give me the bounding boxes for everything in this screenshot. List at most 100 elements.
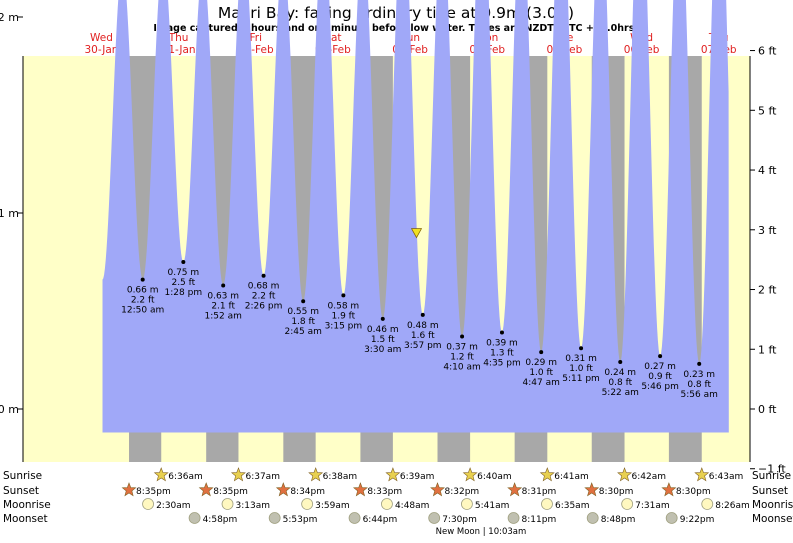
sunrise-icon — [462, 467, 478, 482]
row-label-sunrise: Sunrise — [3, 470, 42, 482]
moonrise-time: 8:26am — [715, 501, 750, 511]
moonset-icon — [188, 512, 201, 524]
sunrise-time: 6:40am — [477, 472, 512, 482]
low-tide-time: 1:52 am — [205, 312, 242, 322]
low-tide-time: 3:15 pm — [325, 321, 363, 331]
moonrise-time: 5:41am — [475, 501, 510, 511]
low-tide-time: 1:28 pm — [165, 288, 203, 298]
sunset-icon — [584, 482, 600, 497]
day-of-week: Wed — [90, 32, 113, 44]
moonset-time: 8:11pm — [522, 515, 557, 525]
y-tick-label-feet: 5 ft — [758, 104, 777, 117]
sunrise-icon — [694, 467, 710, 482]
sunset-time: 8:30pm — [676, 487, 711, 497]
day-date: 30-Jan — [84, 44, 118, 56]
day-of-week: Fri — [250, 32, 263, 44]
sunset-time: 8:35pm — [213, 487, 248, 497]
sunrise-icon — [385, 467, 401, 482]
sunset-time: 8:31pm — [522, 487, 557, 497]
y-tick-label-metres: 1 m — [0, 207, 19, 220]
row-label-sunrise-right: Sunrise — [752, 470, 791, 482]
low-tide-point — [181, 260, 186, 264]
low-tide-point — [420, 312, 425, 317]
moonset-time: 7:30pm — [442, 515, 477, 525]
y-tick-label-metres: 2 m — [0, 11, 19, 24]
moonrise-time: 7:31am — [635, 501, 670, 511]
low-tide-metres: 0.68 m — [248, 282, 280, 292]
sunset-icon — [661, 482, 677, 497]
low-tide-point — [460, 334, 465, 339]
moonset-icon — [348, 512, 361, 524]
moonset-time: 4:58pm — [203, 515, 238, 525]
sunset-time: 8:34pm — [290, 487, 325, 497]
low-tide-metres: 0.58 m — [328, 301, 360, 311]
moonrise-time: 2:30am — [156, 501, 191, 511]
y-tick-label-feet: 6 ft — [758, 45, 777, 58]
low-tide-time: 5:22 am — [602, 388, 639, 398]
low-tide-point — [618, 359, 623, 364]
low-tide-feet: 2.2 ft — [131, 296, 155, 306]
moonrise-icon — [221, 498, 234, 510]
moonrise-icon — [701, 498, 714, 510]
moonrise-time: 3:59am — [315, 501, 350, 511]
low-tide-metres: 0.24 m — [604, 368, 636, 378]
y-tick-label-feet: −1 ft — [758, 463, 786, 476]
sunrise-time: 6:38am — [323, 472, 358, 482]
sunrise-time: 6:39am — [400, 472, 435, 482]
moonrise-time: 4:48am — [395, 501, 430, 511]
low-tide-time: 12:50 am — [121, 306, 164, 316]
row-label-moonrise: Moonrise — [3, 499, 51, 511]
moonrise-icon — [301, 498, 314, 510]
sunrise-icon — [539, 467, 555, 482]
low-tide-time: 4:10 am — [443, 362, 480, 372]
y-tick-label-feet: 0 ft — [758, 403, 777, 416]
low-tide-feet: 2.1 ft — [211, 302, 235, 312]
low-tide-time: 5:46 pm — [641, 382, 679, 392]
low-tide-metres: 0.55 m — [287, 307, 319, 317]
tide-area — [102, 0, 729, 433]
low-tide-time: 3:57 pm — [404, 341, 442, 351]
low-tide-point — [658, 354, 663, 359]
sunset-icon — [198, 482, 214, 497]
low-tide-metres: 0.75 m — [167, 268, 199, 278]
low-tide-metres: 0.27 m — [644, 362, 676, 372]
moonset-time: 6:44pm — [363, 515, 398, 525]
low-tide-feet: 0.8 ft — [687, 380, 711, 390]
low-tide-feet: 1.3 ft — [490, 349, 514, 359]
sunset-icon — [430, 482, 446, 497]
sunrise-time: 6:42am — [632, 472, 667, 482]
sunset-time: 8:32pm — [445, 487, 480, 497]
y-tick-label-feet: 2 ft — [758, 284, 777, 297]
sunrise-time: 6:41am — [554, 472, 589, 482]
row-label-sunset: Sunset — [3, 485, 39, 497]
sunrise-time: 6:43am — [709, 472, 744, 482]
sunset-icon — [507, 482, 523, 497]
sunrise-icon — [308, 467, 324, 482]
low-tide-time: 4:47 am — [523, 378, 560, 388]
low-tide-metres: 0.29 m — [525, 358, 557, 368]
moonrise-icon — [461, 498, 473, 510]
low-tide-feet: 1.0 ft — [529, 368, 553, 378]
row-label-moonset-right: Moonset — [752, 513, 793, 525]
low-tide-metres: 0.39 m — [486, 339, 518, 349]
low-tide-feet: 1.6 ft — [411, 331, 435, 341]
sunset-time: 8:33pm — [367, 487, 402, 497]
moonset-icon — [428, 512, 441, 524]
moonrise-icon — [621, 498, 634, 510]
low-tide-feet: 2.2 ft — [252, 292, 276, 302]
low-tide-feet: 1.9 ft — [332, 311, 356, 321]
sunset-time: 8:35pm — [136, 487, 171, 497]
moonset-icon — [507, 512, 520, 524]
sunrise-time: 6:36am — [168, 472, 203, 482]
low-tide-point — [579, 346, 584, 351]
astro-rows: Sunrise Sunrise Sunset Sunset Moonrise Moonri… — [3, 467, 793, 537]
sunrise-icon — [230, 467, 246, 482]
y-tick-label-feet: 3 ft — [758, 224, 777, 237]
moonset-time: 9:22pm — [680, 515, 715, 525]
low-tide-point — [697, 361, 702, 366]
row-label-moonrise-right: Moonrise — [752, 499, 793, 511]
low-tide-time: 4:35 pm — [483, 359, 521, 369]
sunset-icon — [352, 482, 368, 497]
low-tide-point — [539, 350, 544, 355]
